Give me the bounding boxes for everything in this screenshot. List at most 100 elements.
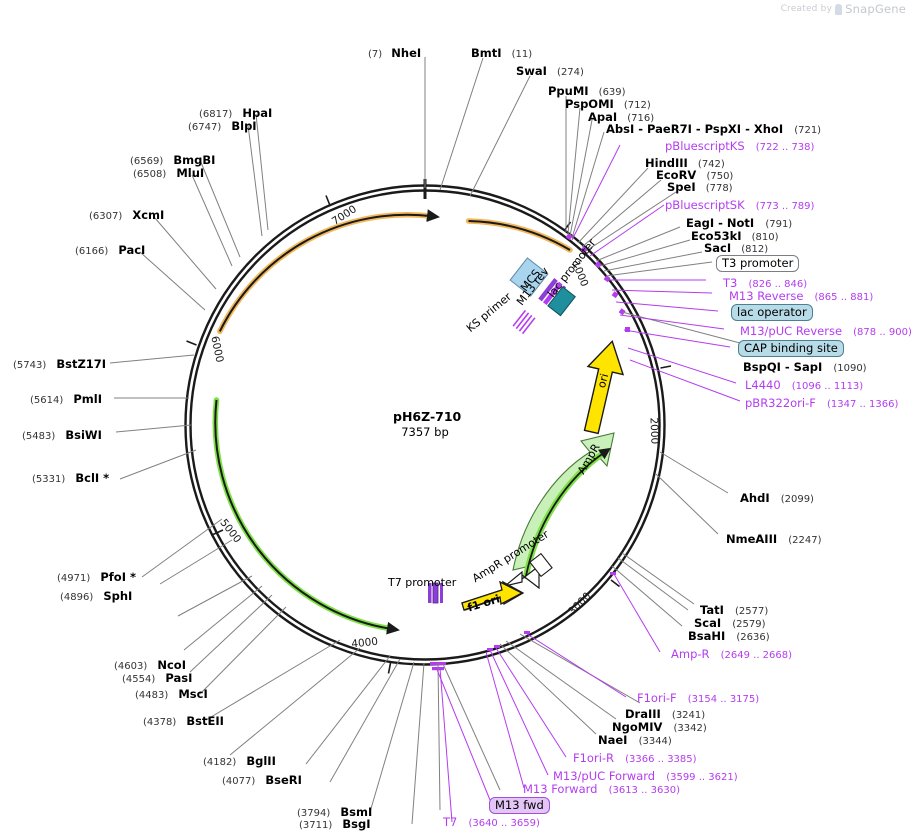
label-cap-binding-site: CAP binding site [738,339,844,358]
watermark-prefix: Created by [780,4,833,14]
position-msci: (4483) [135,690,169,701]
position-m13-puc-reverse: (878 .. 900) [853,327,912,338]
label-pbluescriptks: pBluescriptKS (722 .. 738) [665,137,814,153]
position-nmeaiii: (2247) [788,535,822,546]
enzyme-hpai: HpaI [242,106,273,120]
position-t3: (826 .. 846) [748,279,808,290]
plasmid-size: 7357 bp [401,424,449,439]
badge-t3-promoter: T3 promoter [716,255,800,273]
plasmid-name: pH6Z-710 [393,409,462,424]
position-ppumi: (639) [598,87,626,98]
enzyme-bmgbi: BmgBI [173,153,216,167]
enzyme-bsahi: BsaHI [688,629,726,643]
svg-text:6000: 6000 [208,335,225,364]
feature-t3: T3 [723,276,738,290]
enzyme-eco53ki: Eco53kI [691,229,742,243]
label-apai: ApaI (716) [588,108,654,124]
feature-l4440: L4440 [745,378,781,392]
position-pbluescriptsk: (773 .. 789) [755,201,815,212]
position-bmti: (11) [511,49,533,60]
label-saci: SacI (812) [704,239,768,255]
enzyme-swai: SwaI [516,64,547,78]
position-nhei: (7) [368,49,383,60]
position-bcli: (5331) [32,474,66,485]
position-saci: (812) [741,244,769,255]
position-sphi: (4896) [60,592,94,603]
position-absi-group: (721) [794,125,822,136]
position-swai: (274) [557,67,584,78]
snapgene-watermark: Created by SnapGene [781,2,906,16]
position-pfoi: (4971) [57,573,91,584]
enzyme-nmeaiii: NmeAIII [726,532,778,546]
position-xcmi: (6307) [89,211,123,222]
enzyme-ncoi: NcoI [157,658,186,672]
label-t3: T3 (826 .. 846) [723,274,807,290]
label-hindiii: HindIII (742) [645,154,725,170]
position-draiii: (3241) [671,710,706,721]
enzyme-ecorv: EcoRV [656,168,697,182]
label-naei: NaeI (3344) [598,731,672,747]
enzyme-saci: SacI [704,241,732,255]
enzyme-paci: PacI [118,243,146,257]
enzyme-tati: TatI [700,603,724,617]
label-scai: ScaI (2579) [694,614,766,630]
position-eagi-noti: (791) [765,219,793,230]
enzyme-blpi: BlpI [231,119,257,133]
position-apai: (716) [627,113,655,124]
position-ncoi: (4603) [114,661,148,672]
label-bseri: (4077) BseRI [222,771,302,787]
badge-cap-binding-site: CAP binding site [738,340,844,358]
label-pspomi: PspOMI (712) [565,95,651,111]
position-naei: (3344) [638,736,672,747]
feature-pbluescriptsk: pBluescriptSK [665,198,745,212]
position-bsmi: (3794) [297,808,331,819]
enzyme-mlui: MluI [176,166,205,180]
feature-t7: T7 [443,815,458,829]
label-bspqi-sapi: BspQI - SapI (1090) [743,358,867,374]
badge-lac-operator: lac operator [731,304,813,322]
plasmid-title-block: pH6Z-710 7357 bp [393,409,462,439]
feature-f1ori-f: F1ori-F [637,691,677,705]
enzyme-bmti: BmtI [471,46,502,60]
position-hindiii: (742) [697,159,725,170]
enzyme-eagi-noti: EagI - NotI [686,216,755,230]
position-t7: (3640 .. 3659) [468,818,540,829]
feature-m13-forward: M13 Forward [523,782,598,796]
position-blpi: (6747) [188,122,222,133]
position-l4440: (1096 .. 1113) [791,381,864,392]
enzyme-bsiwi: BsiWI [65,428,102,442]
feature-m13-puc-reverse: M13/pUC Reverse [740,324,843,338]
enzyme-spei: SpeI [667,180,696,194]
enzyme-bseri: BseRI [265,773,302,787]
enzyme-msci: MscI [178,687,208,701]
position-bglii: (4182) [203,757,237,768]
label-bsgi: (3711) BsgI [299,815,370,831]
label-bstEII: (4378) BstEII [143,712,224,728]
enzyme-ahdi: AhdI [740,491,770,505]
label-swai: SwaI (274) [516,62,584,78]
label-t7: T7 (3640 .. 3659) [443,813,540,829]
label-bsiwi: (5483) BsiWI [22,426,102,442]
position-hpai: (6817) [199,109,233,120]
enzyme-sphi: SphI [103,589,133,603]
position-pbr322ori-f: (1347 .. 1366) [826,399,899,410]
label-sphi: (4896) SphI [60,587,132,603]
position-bspqi-sapi: (1090) [833,363,867,374]
snapgene-logo-icon [835,3,843,15]
label-nmeaiii: NmeAIII (2247) [726,530,822,546]
label-pbr322ori-f: pBR322ori-F (1347 .. 1366) [745,394,898,410]
position-f1ori-f: (3154 .. 3175) [687,694,760,705]
label-spei: SpeI (778) [667,178,733,194]
label-pmli: (5614) PmlI [30,390,102,406]
svg-text:2000: 2000 [648,417,661,444]
label-amp-r: Amp-R (2649 .. 2668) [671,645,792,661]
label-bmti: BmtI (11) [471,44,532,60]
label-hpai: (6817) HpaI [199,104,272,120]
label-eco53ki: Eco53kI (810) [691,227,779,243]
svg-text:3000: 3000 [566,590,593,617]
enzyme-ppumi: PpuMI [548,84,589,98]
feature-f1ori-r: F1ori-R [573,751,615,765]
feature-m13-reverse: M13 Reverse [729,289,804,303]
position-bsiwi: (5483) [22,431,56,442]
label-bcli: (5331) BclI * [32,469,109,485]
